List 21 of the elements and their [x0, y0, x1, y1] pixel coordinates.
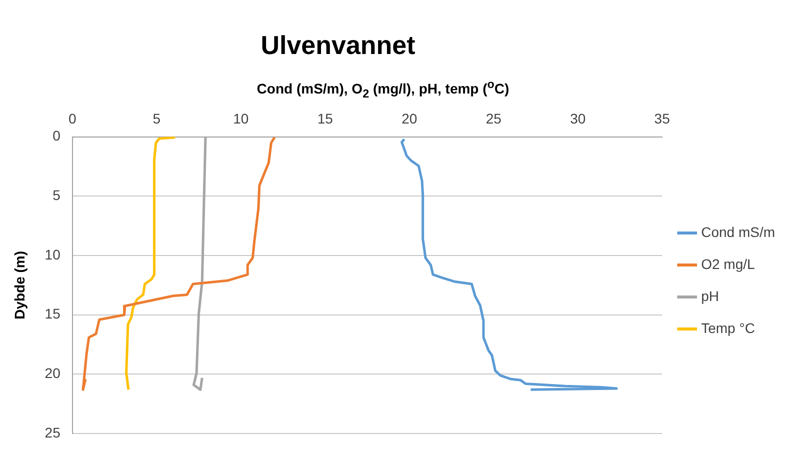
y-tick-label: 25: [44, 424, 61, 440]
x-tick-label: 20: [402, 110, 418, 126]
y-tick-label: 10: [44, 246, 61, 262]
x-axis-title: Cond (mS/m), O$_{2}$ (mg/l), pH, temp ($^{o}$C): [256, 78, 510, 100]
y-tick-label: 15: [44, 306, 61, 322]
x-tick-label: 30: [570, 110, 586, 126]
legend-label: O2 mg/L: [701, 256, 755, 272]
x-tick-label: 25: [486, 110, 502, 126]
x-tick-label: 0: [68, 110, 76, 126]
x-tick-label: 15: [317, 110, 334, 126]
y-tick-label: 20: [44, 365, 61, 382]
x-tick-label: 35: [654, 110, 670, 126]
legend-label: Temp °C: [701, 320, 755, 336]
y-tick-label: 0: [52, 128, 61, 144]
x-tick-label: 10: [233, 110, 249, 126]
legend-label: pH: [701, 288, 719, 304]
y-axis-title: Dybde (m): [11, 250, 28, 320]
legend-label: Cond mS/m: [701, 224, 776, 240]
x-tick-label: 5: [152, 110, 161, 126]
y-tick-label: 5: [52, 187, 61, 204]
chart-title: Ulvenvannet: [260, 30, 416, 61]
